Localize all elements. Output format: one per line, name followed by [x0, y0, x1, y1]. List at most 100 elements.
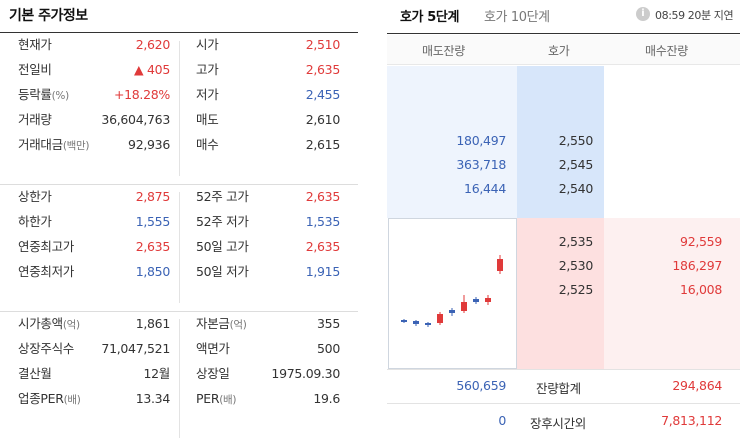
- info-row: 거래량 36,604,763 매도 2,610: [0, 107, 358, 132]
- delay-timestamp: 08:59 20분 지연: [655, 9, 734, 22]
- bid-price-area: [517, 218, 604, 369]
- label: 현재가: [18, 37, 52, 52]
- value: 1,535: [305, 214, 341, 229]
- info-row: 상장주식수 71,047,521 액면가 500: [0, 336, 358, 361]
- candle-6: [461, 295, 467, 313]
- candle-9: [497, 255, 503, 274]
- column-divider: [179, 192, 180, 303]
- value: 2,615: [305, 137, 341, 152]
- value: 2,620: [135, 37, 171, 52]
- value: 12월: [143, 366, 170, 381]
- candle-4: [437, 312, 443, 325]
- value: 2,635: [135, 239, 171, 254]
- value: 36,604,763: [101, 112, 170, 127]
- tab-5-levels[interactable]: 호가 5단계: [400, 10, 460, 25]
- info-row: 시가총액(억) 1,861 자본금(억) 355: [0, 311, 358, 336]
- label: 업종PER(배): [18, 391, 81, 406]
- value: 1,915: [305, 264, 341, 279]
- value: 2,455: [305, 87, 341, 102]
- label: 상한가: [18, 189, 52, 204]
- label: 자본금(억): [196, 316, 247, 331]
- bid-volume-area: [604, 218, 740, 369]
- column-divider: [179, 319, 180, 438]
- panel-title: 기본 주가정보: [9, 8, 88, 24]
- info-row: 상한가 2,875 52주 고가 2,635: [0, 184, 358, 209]
- candle-5: [449, 308, 455, 316]
- orderbook-panel: 호가 5단계 호가 10단계 i 08:59 20분 지연 매도잔량 호가 매수…: [387, 0, 740, 446]
- value: 13.34: [135, 391, 171, 406]
- label: 매수: [196, 137, 219, 152]
- ask-price-area: [517, 66, 604, 218]
- candle-2: [413, 320, 419, 326]
- value: 1975.09.30: [271, 366, 340, 381]
- bid-price[interactable]: 2,535: [558, 234, 594, 249]
- value: 2,635: [305, 239, 341, 254]
- tab-10-levels[interactable]: 호가 10단계: [484, 10, 550, 25]
- info-row: 거래대금(백만) 92,936 매수 2,615: [0, 132, 358, 157]
- value: 92,936: [128, 137, 170, 152]
- total-sell-volume: 560,659: [456, 378, 506, 393]
- label: 매도: [196, 112, 219, 127]
- ask-price[interactable]: 2,550: [558, 133, 594, 148]
- info-group: [0, 311, 358, 446]
- ask-price[interactable]: 2,545: [558, 157, 594, 172]
- ask-volume: 180,497: [456, 133, 506, 148]
- label: 상장주식수: [18, 341, 75, 356]
- candle-3: [425, 322, 431, 327]
- after-hours-sell-volume: 0: [498, 413, 506, 428]
- value: 2,635: [305, 62, 341, 77]
- divider: [0, 32, 358, 33]
- after-hours-label: 장후시간외: [530, 416, 587, 431]
- mini-candle-chart: [388, 218, 517, 369]
- header-sell-volume: 매도잔량: [422, 44, 465, 58]
- value: +18.28%: [113, 87, 170, 102]
- bid-volume: 186,297: [672, 258, 722, 273]
- orderbook-header: 매도잔량 호가 매수잔량: [387, 35, 740, 65]
- label: 50일 저가: [196, 264, 249, 279]
- label: 시가총액(억): [18, 316, 80, 331]
- candle-chart-svg: [401, 255, 503, 327]
- divider: [387, 369, 740, 370]
- info-row: 업종PER(배) 13.34 PER(배) 19.6: [0, 386, 358, 411]
- value: 71,047,521: [101, 341, 170, 356]
- bid-volume: 16,008: [680, 282, 722, 297]
- value: 1,850: [135, 264, 171, 279]
- label: 상장일: [196, 366, 230, 381]
- ask-volume-area: [387, 66, 517, 218]
- label: 거래대금(백만): [18, 137, 90, 152]
- total-label: 잔량합계: [536, 381, 581, 396]
- column-divider: [179, 41, 180, 176]
- label: 등락률(%): [18, 87, 69, 102]
- label: 고가: [196, 62, 219, 77]
- bid-price[interactable]: 2,530: [558, 258, 594, 273]
- label: PER(배): [196, 391, 237, 406]
- value: 1,861: [135, 316, 171, 331]
- divider: [387, 403, 740, 404]
- label: 시가: [196, 37, 219, 52]
- header-buy-volume: 매수잔량: [645, 44, 688, 58]
- value: 19.6: [313, 391, 340, 406]
- value: 2,635: [305, 189, 341, 204]
- bid-price[interactable]: 2,525: [558, 282, 594, 297]
- ask-price[interactable]: 2,540: [558, 181, 594, 196]
- value: 500: [317, 341, 340, 356]
- ask-volume: 16,444: [464, 181, 506, 196]
- basic-info-panel: 기본 주가정보 현재가 2,620 시가 2,510 전일비 ▲ 405 고가 2,635 등락…: [0, 0, 358, 446]
- label: 52주 고가: [196, 189, 249, 204]
- label: 52주 저가: [196, 214, 249, 229]
- candle-1: [401, 319, 407, 323]
- after-hours-buy-volume: 7,813,112: [661, 413, 722, 428]
- info-row: 등락률(%) +18.28% 저가 2,455: [0, 82, 358, 107]
- value: 2,510: [305, 37, 341, 52]
- header-price: 호가: [548, 44, 570, 58]
- ask-volume: 363,718: [456, 157, 506, 172]
- info-row: 연중최고가 2,635 50일 고가 2,635: [0, 234, 358, 259]
- value: 2,610: [305, 112, 341, 127]
- info-icon[interactable]: i: [636, 7, 650, 21]
- bid-volume: 92,559: [680, 234, 722, 249]
- tab-bar: 호가 5단계 호가 10단계 i 08:59 20분 지연: [387, 0, 740, 34]
- info-row: 결산월 12월 상장일 1975.09.30: [0, 361, 358, 386]
- label: 거래량: [18, 112, 52, 127]
- label: 액면가: [196, 341, 230, 356]
- label: 연중최저가: [18, 264, 75, 279]
